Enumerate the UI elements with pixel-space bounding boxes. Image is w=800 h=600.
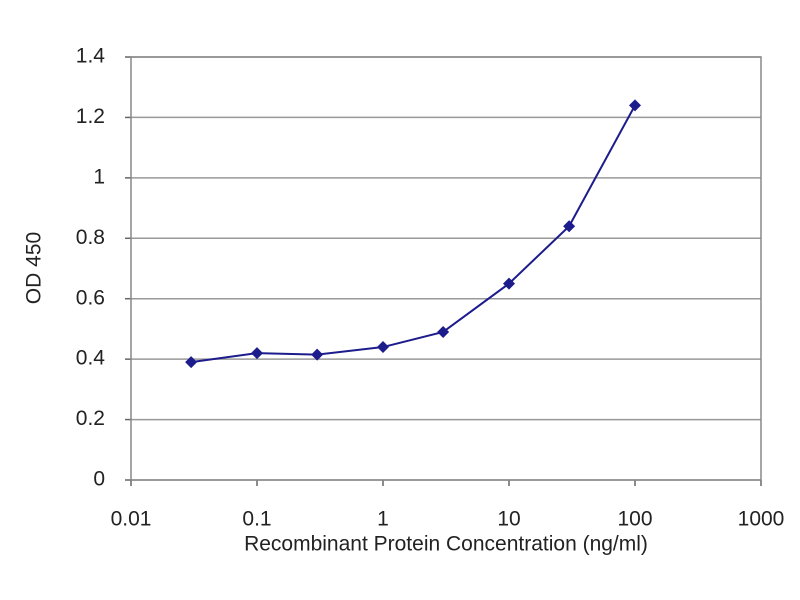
plot-border bbox=[130, 56, 762, 481]
series-line bbox=[190, 104, 636, 364]
x-tick-label: 100 bbox=[617, 508, 652, 531]
data-point bbox=[377, 341, 389, 354]
y-tick-label: 1 bbox=[93, 165, 105, 188]
x-tick-label: 0.1 bbox=[242, 508, 271, 531]
y-axis-label: OD 450 bbox=[23, 232, 46, 304]
y-tick-label: 0.2 bbox=[76, 407, 105, 430]
x-tick-label: 1 bbox=[377, 508, 389, 531]
y-tick-label: 0.4 bbox=[76, 347, 106, 370]
x-tick-label: 0.01 bbox=[111, 508, 152, 531]
x-axis-label: Recombinant Protein Concentration (ng/ml… bbox=[244, 533, 648, 556]
data-point bbox=[629, 99, 641, 112]
x-tick-label: 1000 bbox=[738, 508, 785, 531]
y-tick-label: 0 bbox=[93, 468, 105, 491]
y-tick-label: 0.6 bbox=[76, 286, 105, 309]
data-point bbox=[563, 220, 576, 233]
data-point bbox=[185, 356, 198, 369]
data-point bbox=[437, 325, 450, 338]
y-tick-label: 1.4 bbox=[76, 45, 106, 68]
data-point bbox=[311, 348, 324, 361]
data-point bbox=[251, 347, 263, 360]
y-tick-label: 1.2 bbox=[76, 105, 105, 128]
x-tick-label: 10 bbox=[497, 508, 520, 531]
data-point bbox=[503, 277, 515, 290]
y-tick-label: 0.8 bbox=[76, 226, 105, 249]
